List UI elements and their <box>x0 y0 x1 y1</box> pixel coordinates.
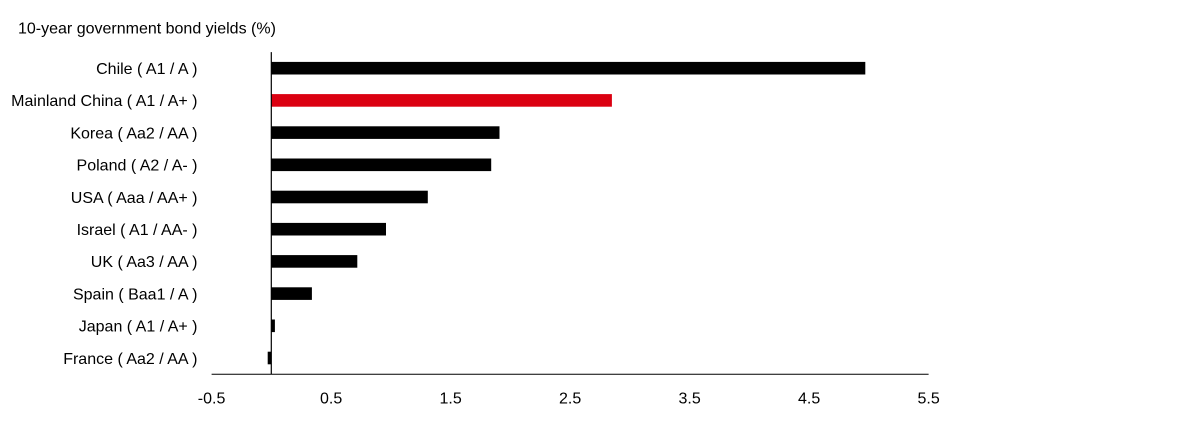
svg-text:5.5: 5.5 <box>917 391 939 408</box>
svg-text:Israel ( A1 / AA- ): Israel ( A1 / AA- ) <box>77 222 198 239</box>
svg-text:Poland ( A2 / A- ): Poland ( A2 / A- ) <box>77 158 198 175</box>
svg-text:Spain ( Baa1 / A ): Spain ( Baa1 / A ) <box>73 286 198 303</box>
svg-text:4.5: 4.5 <box>798 391 820 408</box>
svg-text:Japan ( A1 / A+ ): Japan ( A1 / A+ ) <box>79 319 198 336</box>
svg-text:Korea ( Aa2 / AA ): Korea ( Aa2 / AA ) <box>70 125 197 142</box>
svg-text:3.5: 3.5 <box>678 391 700 408</box>
svg-text:2.5: 2.5 <box>559 391 581 408</box>
svg-text:Chile ( A1 / A ): Chile ( A1 / A ) <box>96 61 197 78</box>
svg-text:1.5: 1.5 <box>439 391 461 408</box>
svg-text:0.5: 0.5 <box>320 391 342 408</box>
svg-text:France ( Aa2 / AA ): France ( Aa2 / AA ) <box>63 351 197 368</box>
svg-text:Mainland China ( A1 / A+ ): Mainland China ( A1 / A+ ) <box>11 93 197 110</box>
svg-text:UK ( Aa3 / AA ): UK ( Aa3 / AA ) <box>91 254 198 271</box>
svg-text:10-year government bond yields: 10-year government bond yields (%) <box>18 21 276 38</box>
svg-text:-0.5: -0.5 <box>198 391 226 408</box>
svg-text:USA ( Aaa / AA+ ): USA ( Aaa / AA+ ) <box>71 190 198 207</box>
